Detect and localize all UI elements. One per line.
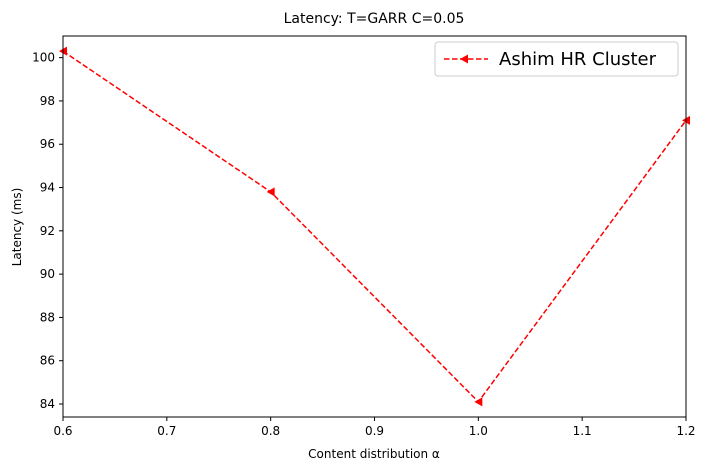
- x-tick-label: 0.7: [157, 424, 176, 438]
- x-tick-label: 0.8: [261, 424, 280, 438]
- legend-box: [434, 41, 679, 77]
- legend: Ashim HR Cluster: [434, 41, 679, 77]
- plot-area-frame: [62, 35, 687, 418]
- y-tick-label: 86: [40, 354, 55, 368]
- legend-marker-swatch: [460, 54, 468, 64]
- y-tick-label: 98: [40, 94, 55, 108]
- y-tick-label: 92: [40, 224, 55, 238]
- legend-label: Ashim HR Cluster: [499, 49, 657, 70]
- y-tick-label: 96: [40, 137, 55, 151]
- series-line: [62, 50, 687, 403]
- y-tick-label: 88: [40, 310, 55, 324]
- plot-layer: [59, 46, 690, 407]
- data-point-marker: [266, 187, 275, 197]
- x-tick-label: 1.1: [573, 424, 592, 438]
- y-tick-label: 100: [32, 51, 55, 65]
- y-tick-label: 90: [40, 267, 55, 281]
- x-tick-label: 0.9: [365, 424, 384, 438]
- x-axis-title: Content distribution α: [308, 447, 440, 461]
- x-tick-label: 1.0: [469, 424, 488, 438]
- x-tick-label: 1.2: [676, 424, 695, 438]
- x-tick-label: 0.6: [53, 424, 72, 438]
- y-tick-label: 94: [40, 181, 55, 195]
- y-tick-label: 84: [40, 397, 55, 411]
- tick-layer: 0.6 0.7 0.8 0.9 1.0 1.1 1.2 84 86 88 90 92 94 96 98 100: [32, 51, 695, 438]
- chart-title: Latency: T=GARR C=0.05: [284, 11, 465, 27]
- data-point-marker: [474, 397, 483, 407]
- y-axis-title: Latency (ms): [10, 188, 24, 267]
